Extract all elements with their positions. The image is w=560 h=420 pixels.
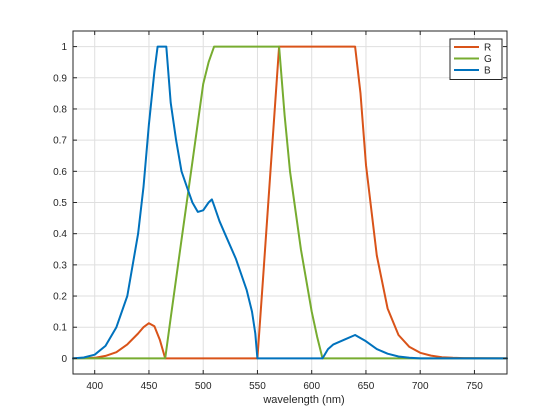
y-tick-label: 0.4: [53, 229, 67, 240]
y-tick-label: 0.5: [53, 198, 67, 209]
y-tick-label: 1: [61, 42, 67, 53]
series-line-g: [72, 45, 508, 360]
grid: [73, 31, 507, 374]
legend-label-r: R: [484, 43, 491, 54]
y-tick-label: 0.7: [53, 136, 67, 147]
x-tick-label: 500: [195, 381, 212, 392]
tick-labels: 400 450 500 550 600 650 700 750 0 0.1 0.2 0.3 0.4 0.5…: [53, 42, 483, 392]
legend: RGB: [449, 38, 503, 80]
x-tick-label: 600: [303, 381, 320, 392]
legend-label-g: G: [484, 54, 492, 65]
x-axis-title: wavelength (nm): [262, 394, 344, 406]
x-tick-label: 650: [358, 381, 375, 392]
axes-box: [72, 30, 508, 375]
y-tick-label: 0: [61, 354, 67, 365]
x-tick-label: 550: [249, 381, 266, 392]
axes: [72, 30, 508, 375]
series-line-b: [72, 45, 508, 360]
x-tick-label: 400: [86, 381, 103, 392]
series-line-r: [72, 45, 508, 360]
y-tick-label: 0.6: [53, 167, 67, 178]
x-tick-label: 750: [466, 381, 483, 392]
y-tick-label: 0.3: [53, 260, 67, 271]
x-tick-label: 700: [412, 381, 429, 392]
x-tick-label: 450: [141, 381, 158, 392]
y-tick-label: 0.1: [53, 323, 67, 334]
y-tick-label: 0.2: [53, 292, 67, 303]
series-layer: [72, 45, 508, 360]
legend-label-b: B: [484, 66, 491, 77]
y-tick-label: 0.8: [53, 104, 67, 115]
y-tick-label: 0.9: [53, 73, 67, 84]
